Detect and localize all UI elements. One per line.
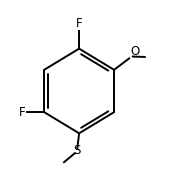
Text: F: F	[19, 106, 25, 119]
Text: S: S	[74, 144, 81, 157]
Text: F: F	[76, 17, 82, 30]
Text: O: O	[131, 45, 140, 58]
